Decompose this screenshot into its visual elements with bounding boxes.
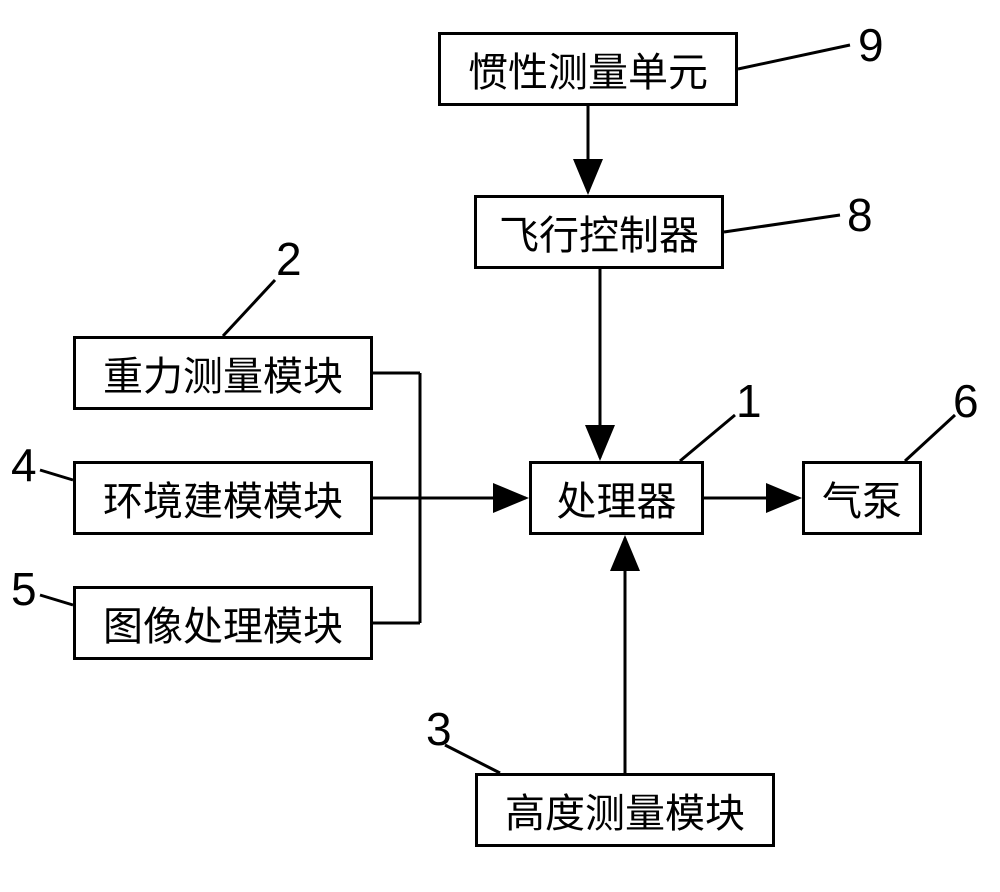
processor-box: 处理器 — [529, 461, 704, 535]
gravity-number: 2 — [276, 232, 302, 286]
altitude-number: 3 — [426, 702, 452, 756]
image-processing-box: 图像处理模块 — [73, 586, 373, 660]
pump-label: 气泵 — [822, 469, 902, 527]
imu-number: 9 — [858, 18, 884, 72]
gravity-box: 重力测量模块 — [73, 336, 373, 410]
environment-label: 环境建模模块 — [103, 469, 343, 527]
processor-label: 处理器 — [557, 469, 677, 527]
environment-number: 4 — [11, 438, 37, 492]
imu-box: 惯性测量单元 — [438, 32, 738, 106]
image-processing-label: 图像处理模块 — [103, 594, 343, 652]
environment-box: 环境建模模块 — [73, 461, 373, 535]
flight-controller-number: 8 — [847, 188, 873, 242]
pump-box: 气泵 — [802, 461, 922, 535]
altitude-label: 高度测量模块 — [505, 781, 745, 839]
gravity-label: 重力测量模块 — [103, 344, 343, 402]
imu-label: 惯性测量单元 — [468, 40, 708, 98]
processor-number: 1 — [736, 374, 762, 428]
flight-controller-box: 飞行控制器 — [474, 195, 724, 269]
flight-controller-label: 飞行控制器 — [499, 203, 699, 261]
pump-number: 6 — [953, 374, 979, 428]
diagram-arrows — [0, 0, 1000, 892]
image-processing-number: 5 — [11, 562, 37, 616]
altitude-box: 高度测量模块 — [475, 773, 775, 847]
